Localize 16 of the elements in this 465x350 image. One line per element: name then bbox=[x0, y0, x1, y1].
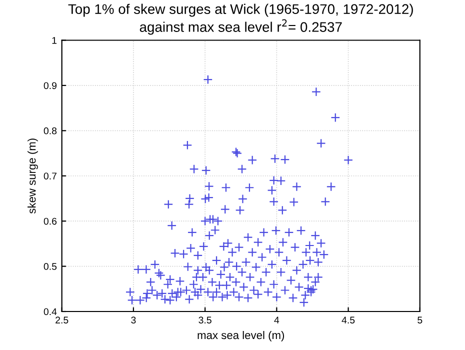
y-tick-label: 0.8 bbox=[44, 127, 57, 134]
y-tick-label: 1 bbox=[52, 37, 57, 44]
x-tick-label: 4.5 bbox=[342, 316, 355, 324]
x-tick-label: 4 bbox=[274, 316, 280, 324]
y-tick-label: 0.7 bbox=[44, 172, 56, 180]
y-tick-label: 0.9 bbox=[44, 82, 57, 90]
chart-title: Top 1% of skew surges at Wick (1965-1970, 1972-2012) against max sea level r$^{2}$= 0.2537 bbox=[68, 4, 413, 35]
x-tick-label: 2.5 bbox=[56, 316, 68, 324]
x-axis-title: max sea level (m) bbox=[198, 330, 284, 342]
y-tick-label: 0.5 bbox=[44, 263, 57, 270]
y-tick-label: 0.4 bbox=[44, 308, 57, 316]
x-tick-label: 3.5 bbox=[198, 316, 212, 324]
y-tick-label: 0.6 bbox=[44, 218, 57, 225]
y-axis-title: skew surge (m) bbox=[28, 138, 38, 214]
x-tick-label: 3 bbox=[131, 316, 136, 324]
x-tick-label: 5 bbox=[418, 316, 422, 324]
